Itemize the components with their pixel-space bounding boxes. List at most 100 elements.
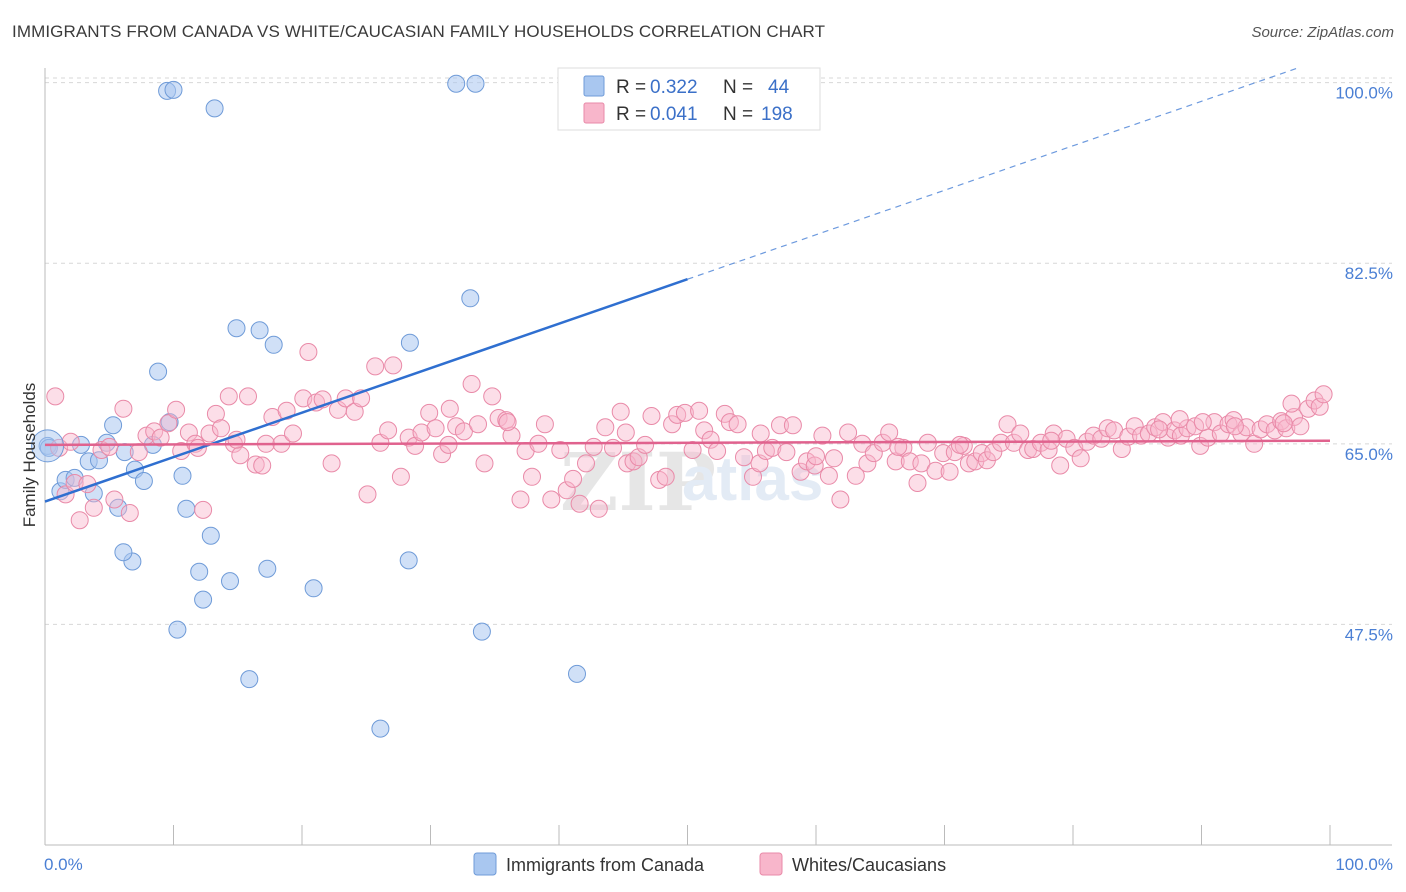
- point-canada: [461, 289, 480, 308]
- point-whites: [200, 424, 219, 443]
- legend-swatch-canada: [583, 75, 605, 97]
- point-whites: [564, 469, 583, 488]
- point-whites: [1282, 394, 1301, 413]
- point-canada: [168, 620, 187, 639]
- point-whites: [61, 432, 80, 451]
- point-whites: [1265, 421, 1284, 440]
- point-whites: [379, 421, 398, 440]
- point-whites: [542, 490, 561, 509]
- point-canada: [240, 670, 259, 689]
- point-whites: [846, 466, 865, 485]
- point-whites: [825, 449, 843, 468]
- point-whites: [570, 494, 589, 513]
- point-whites: [358, 485, 377, 504]
- point-whites: [412, 423, 431, 442]
- legend-n-value-canada: 44: [768, 77, 790, 98]
- point-whites: [783, 416, 802, 435]
- point-whites: [998, 415, 1017, 434]
- point-whites: [900, 452, 919, 471]
- data-points: [31, 74, 1333, 738]
- point-whites: [483, 387, 502, 406]
- point-canada: [114, 543, 133, 562]
- y-tick-label: 47.5%: [1345, 625, 1393, 644]
- point-whites: [439, 435, 458, 454]
- point-whites: [120, 504, 139, 522]
- axis-labels: 47.5% 65.0% 82.5% 100.0% 0.0% 100.0% Family Ho…: [20, 84, 1393, 874]
- point-whites: [194, 500, 213, 519]
- point-whites: [616, 423, 635, 442]
- point-whites: [46, 387, 65, 406]
- point-whites: [535, 415, 554, 434]
- point-canada: [227, 319, 246, 338]
- point-whites: [246, 455, 265, 474]
- point-whites: [720, 413, 739, 432]
- point-whites: [959, 454, 978, 473]
- point-whites: [253, 456, 272, 475]
- point-whites: [735, 448, 753, 467]
- point-whites: [695, 421, 714, 440]
- trend-lines: [44, 67, 1331, 503]
- point-canada: [400, 333, 419, 352]
- point-canada: [173, 466, 192, 485]
- point-whites: [70, 511, 89, 530]
- point-whites: [475, 454, 494, 473]
- point-whites: [511, 490, 530, 509]
- point-whites: [1170, 410, 1189, 429]
- point-canada: [194, 590, 213, 609]
- point-canada: [472, 622, 491, 641]
- point-whites: [391, 467, 410, 486]
- point-whites: [663, 415, 682, 434]
- x-tick-label-start: 0.0%: [44, 855, 83, 874]
- point-whites: [1291, 417, 1310, 436]
- point-whites: [708, 442, 727, 460]
- point-canada: [371, 719, 390, 738]
- point-whites: [151, 428, 170, 447]
- point-whites: [206, 404, 225, 423]
- point-whites: [1285, 408, 1303, 426]
- point-whites: [683, 441, 702, 459]
- legend-n-label: N =: [723, 77, 753, 98]
- point-whites: [771, 416, 789, 435]
- point-canada: [109, 498, 128, 517]
- point-canada: [447, 74, 466, 93]
- point-whites: [420, 403, 439, 422]
- point-whites: [1125, 417, 1144, 436]
- point-whites: [454, 422, 473, 441]
- point-whites: [1051, 456, 1070, 475]
- point-whites: [284, 424, 302, 443]
- point-canada: [466, 74, 485, 93]
- point-whites: [469, 415, 487, 434]
- bottom-legend-swatch-whites: [759, 852, 783, 876]
- point-whites: [179, 423, 198, 442]
- point-canada: [250, 321, 269, 340]
- point-whites: [611, 402, 630, 421]
- point-whites: [950, 435, 969, 454]
- point-canada: [205, 99, 224, 118]
- point-whites: [366, 357, 385, 376]
- point-whites: [1150, 420, 1169, 439]
- point-whites: [212, 419, 230, 438]
- point-whites: [1071, 449, 1090, 468]
- point-whites: [523, 467, 541, 486]
- point-whites: [728, 415, 747, 434]
- point-whites: [1314, 385, 1333, 404]
- point-whites: [690, 401, 709, 420]
- point-whites: [589, 499, 608, 518]
- point-whites: [498, 413, 517, 432]
- point-whites: [1092, 429, 1111, 448]
- point-whites: [1132, 426, 1151, 445]
- trend-line-canada-extension: [687, 67, 1299, 280]
- point-whites: [100, 437, 119, 456]
- point-whites: [433, 445, 452, 464]
- legend-r-value-whites: 0.041: [650, 104, 698, 125]
- point-canada: [221, 572, 239, 591]
- y-tick-label: 65.0%: [1345, 445, 1393, 464]
- series-legend: Immigrants from Canada Whites/Caucasians: [473, 852, 946, 876]
- point-whites: [675, 403, 694, 422]
- point-whites: [322, 454, 341, 473]
- point-canada: [177, 499, 196, 518]
- point-whites: [105, 490, 124, 509]
- point-whites: [864, 444, 883, 463]
- point-whites: [596, 418, 615, 437]
